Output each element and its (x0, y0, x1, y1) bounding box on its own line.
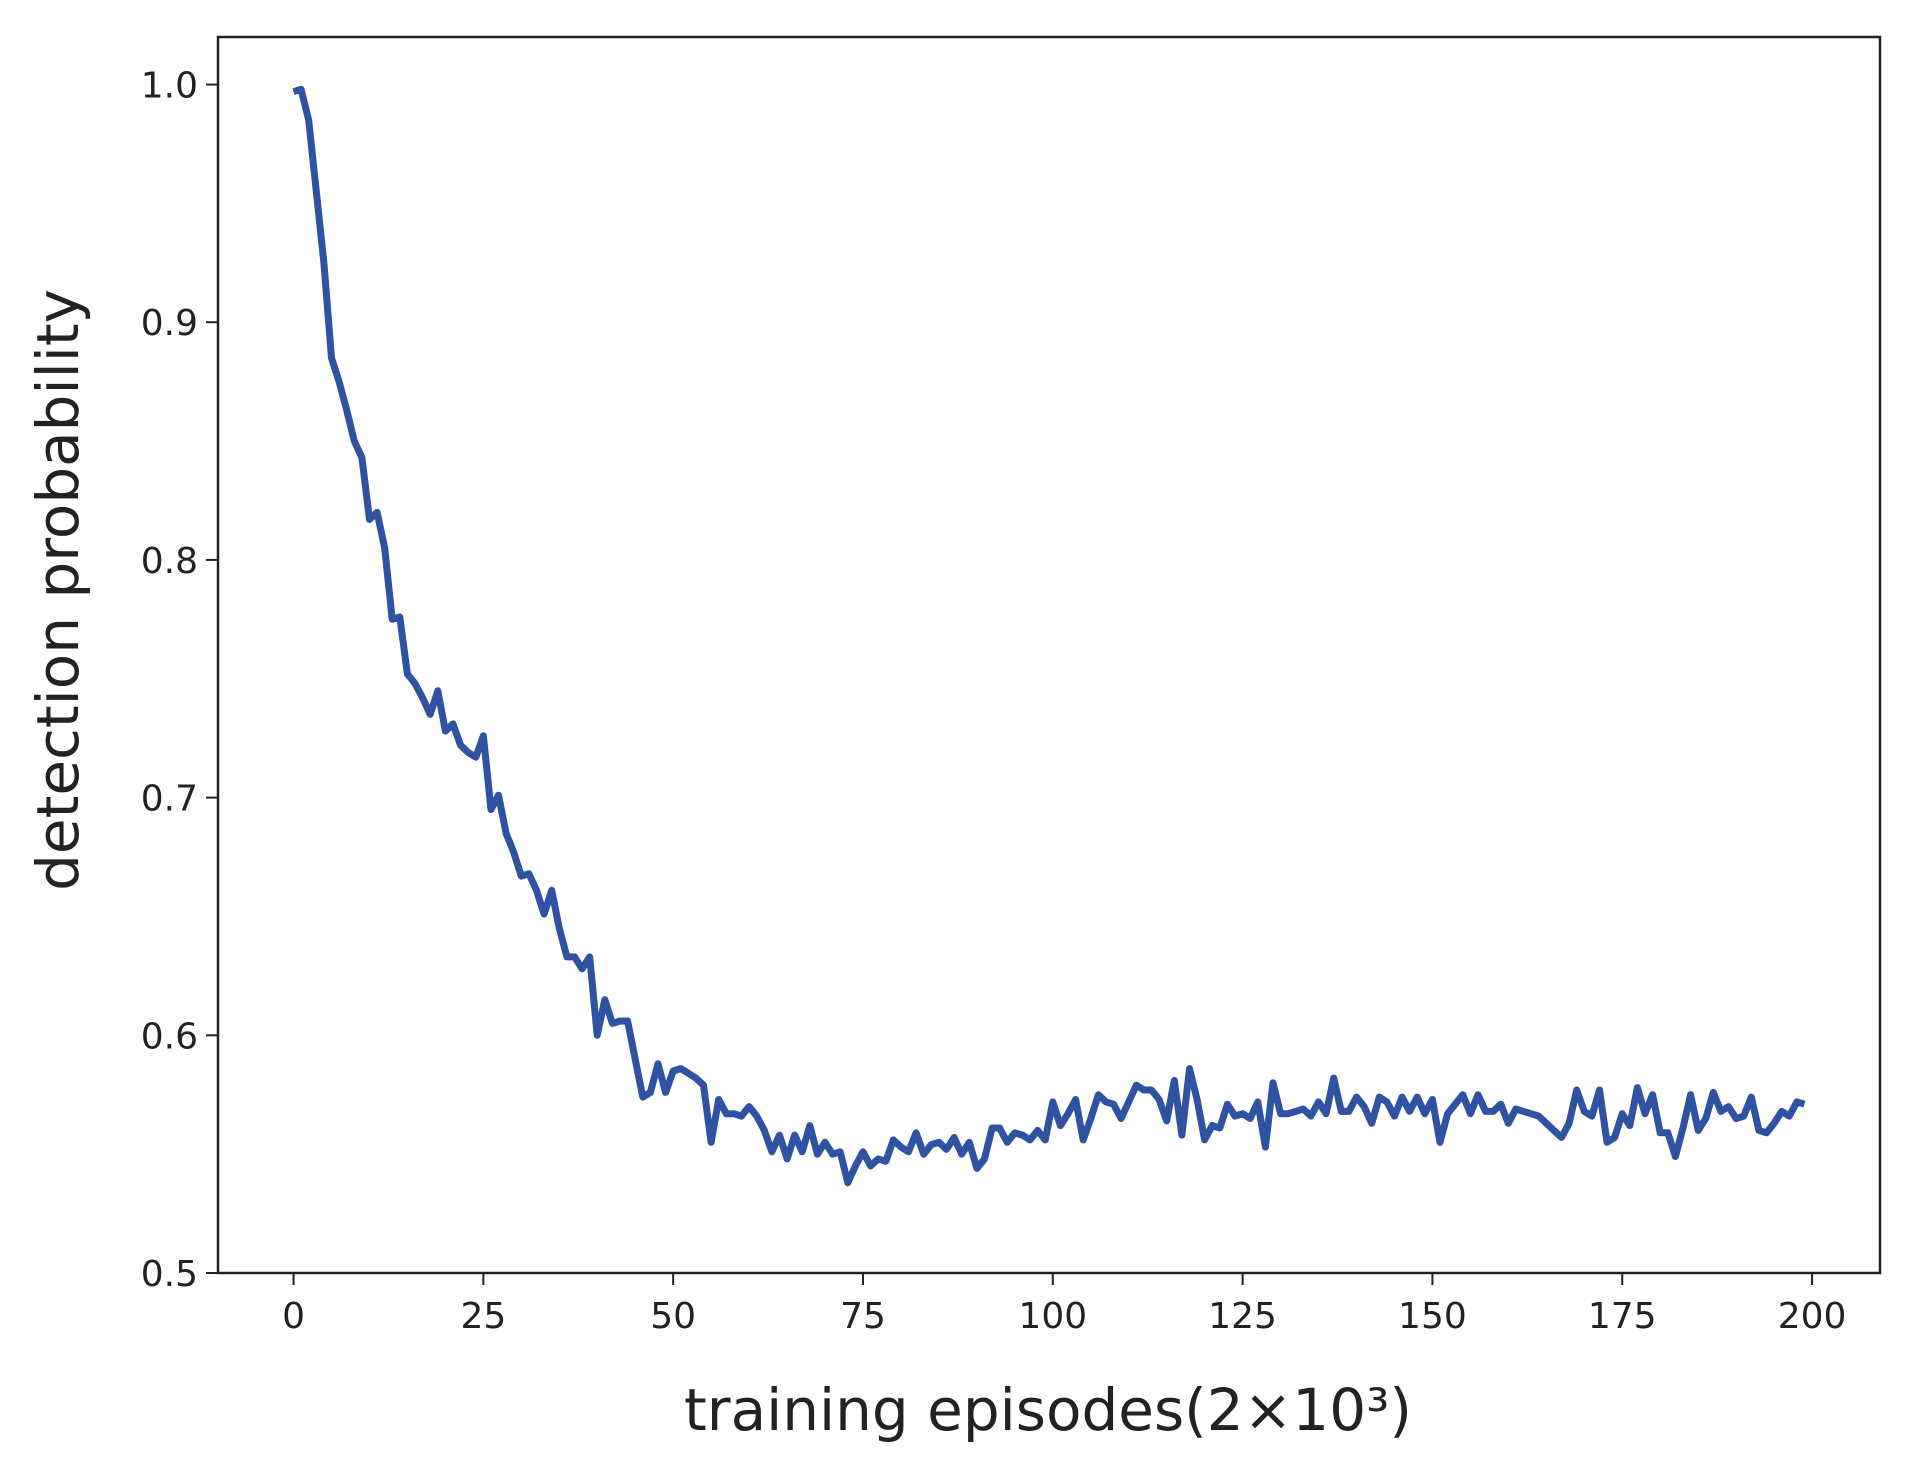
y-axis-label: detection probability (24, 289, 92, 891)
x-tick-label: 175 (1588, 1296, 1657, 1337)
x-tick-label: 50 (650, 1296, 696, 1337)
x-tick-label: 0 (282, 1296, 305, 1337)
data-line (292, 85, 1806, 1187)
y-tick-label: 1.0 (141, 66, 198, 107)
x-tick-label: 200 (1778, 1296, 1847, 1337)
x-tick-label: 150 (1398, 1296, 1467, 1337)
y-tick-label: 0.9 (141, 303, 198, 344)
y-tick-label: 0.5 (141, 1254, 198, 1295)
x-tick-label: 125 (1208, 1296, 1277, 1337)
y-tick-label: 0.6 (141, 1016, 198, 1057)
plot-frame (216, 35, 1882, 1275)
x-tick-label: 100 (1018, 1296, 1087, 1337)
x-tick-label: 75 (840, 1296, 886, 1337)
y-tick-label: 0.8 (141, 541, 198, 582)
x-tick-label: 25 (460, 1296, 506, 1337)
y-tick-label: 0.7 (141, 779, 198, 820)
x-axis-label: training episodes(2×10³) (684, 1376, 1412, 1444)
